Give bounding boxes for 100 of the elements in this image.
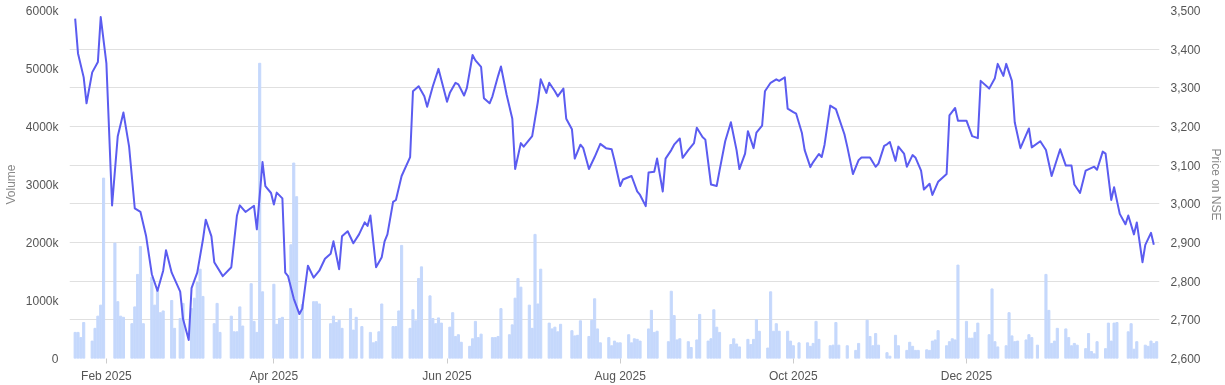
bar [249, 283, 253, 359]
bar [746, 338, 750, 359]
y2-tick-label: 2,900 [1170, 236, 1201, 250]
bar [964, 320, 969, 359]
x-tick-label: Oct 2025 [768, 368, 818, 383]
bar [834, 322, 838, 359]
y2-tick-label: 2,800 [1170, 274, 1201, 289]
x-tick-label: Aug 2025 [594, 368, 647, 383]
bar [845, 345, 849, 359]
bar [885, 352, 889, 359]
bar [698, 313, 702, 359]
bar [1016, 340, 1020, 359]
bar [138, 246, 143, 359]
bar [1106, 322, 1110, 359]
bar [1115, 322, 1119, 359]
bar [354, 316, 358, 359]
bar [380, 303, 384, 359]
y2-tick-label: 3,000 [1170, 197, 1201, 212]
bar [607, 337, 611, 359]
bar [916, 349, 920, 359]
bar [155, 289, 160, 359]
bar [893, 334, 898, 359]
x-tick-label: Apr 2025 [249, 368, 299, 383]
bar [360, 326, 364, 359]
bar [473, 320, 477, 359]
bar [314, 301, 319, 359]
bar [348, 308, 353, 359]
bar [769, 291, 773, 359]
bar [391, 326, 395, 359]
bar [936, 330, 940, 359]
bar [1007, 312, 1011, 359]
bar [925, 349, 929, 359]
bar [331, 315, 336, 359]
bar [215, 302, 219, 359]
y2-axis-title: Price on NSE [1208, 148, 1223, 221]
bar [436, 317, 441, 359]
bar [1129, 323, 1133, 359]
y-tick-label: 5000k [25, 61, 60, 76]
bar [737, 346, 741, 359]
x-tick-label: Jun 2025 [422, 368, 473, 383]
bar [1112, 322, 1116, 359]
bar [113, 242, 117, 359]
bar [533, 233, 537, 359]
bar [312, 301, 316, 359]
y-tick-label: 6000k [25, 3, 60, 18]
y-tick-label: 2000k [25, 235, 60, 250]
bar [888, 355, 892, 359]
bar [419, 266, 424, 359]
bar [908, 341, 912, 359]
bar [170, 300, 174, 359]
bar [499, 308, 503, 359]
bar [712, 309, 716, 359]
bar [1095, 341, 1099, 359]
bar [1030, 337, 1034, 359]
y2-tick-label: 3,400 [1170, 42, 1201, 57]
bar [570, 330, 574, 359]
y-tick-label: 3000k [25, 177, 60, 192]
bar [292, 162, 296, 359]
bar [238, 306, 242, 359]
bar [82, 322, 86, 359]
bar [956, 264, 960, 359]
bar [678, 338, 682, 359]
bar [428, 295, 432, 359]
x-tick-label: Feb 2025 [81, 368, 133, 383]
bar [451, 312, 455, 359]
bar [786, 330, 790, 359]
bar [277, 317, 282, 359]
line-series [74, 16, 1155, 341]
y2-tick-label: 3,100 [1170, 158, 1201, 173]
bar [150, 276, 154, 359]
y2-tick-label: 3,300 [1170, 81, 1201, 96]
bar [411, 309, 415, 359]
bar [814, 320, 818, 359]
bar [945, 345, 949, 359]
bar [1086, 333, 1091, 359]
y-tick-label: 0 [51, 351, 59, 366]
y2-tick-label: 3,200 [1170, 120, 1201, 134]
bar [1064, 328, 1068, 359]
bar [272, 283, 276, 359]
bar [73, 331, 77, 359]
bar [593, 298, 597, 359]
bar [368, 331, 372, 359]
bar [797, 342, 801, 359]
bar [102, 177, 106, 359]
bar [874, 333, 878, 359]
bar [479, 333, 483, 359]
y2-tick-label: 3,500 [1170, 4, 1201, 18]
bar [1135, 341, 1139, 359]
bar [1044, 273, 1048, 359]
bar [456, 334, 460, 359]
bar [717, 331, 722, 359]
y2-tick-label: 2,700 [1170, 313, 1201, 328]
bar [857, 342, 861, 359]
bar [976, 322, 980, 359]
bar [638, 340, 642, 359]
bar [559, 323, 563, 359]
bar [539, 268, 543, 359]
y2-tick-label: 2,600 [1170, 352, 1201, 366]
bar [1155, 341, 1159, 359]
bar [649, 309, 653, 359]
